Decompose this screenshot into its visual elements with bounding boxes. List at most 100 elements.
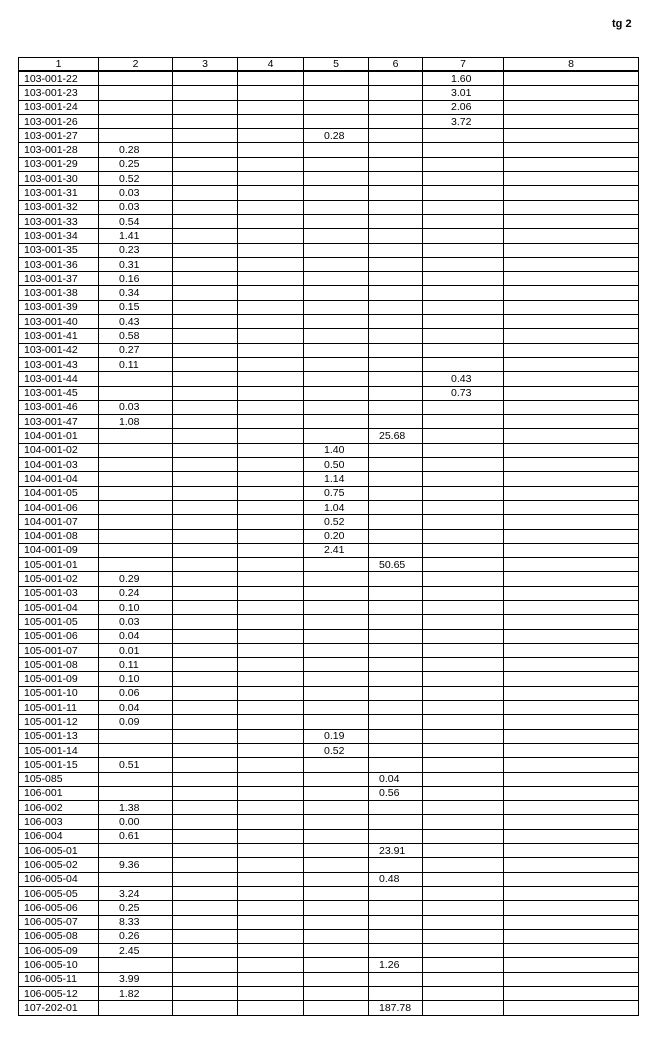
value-cell-col-4 — [237, 985, 304, 1002]
table-row: 106-005-08 0.26 — [18, 928, 639, 945]
value-cell-col-4 — [237, 685, 304, 702]
value-cell-col-6 — [368, 514, 423, 530]
value-cell-col-2: 0.06 — [98, 685, 173, 702]
value-cell-col-4 — [237, 657, 304, 673]
value-cell-col-5 — [303, 800, 369, 816]
row-code-cell: 105-001-07 — [18, 642, 99, 659]
value-cell-col-4 — [237, 356, 304, 373]
value-cell-col-4 — [237, 585, 304, 601]
value-cell-col-6 — [368, 757, 423, 773]
value-cell-col-2 — [98, 557, 173, 573]
value-cell-col-4 — [237, 228, 304, 244]
row-code-cell: 103-001-40 — [18, 314, 99, 330]
value-cell-col-7 — [422, 800, 504, 816]
value-cell-col-8 — [503, 457, 639, 473]
row-code-cell: 103-001-38 — [18, 285, 99, 301]
table-row: 106-003 0.00 — [18, 814, 639, 830]
value-cell-col-6 — [368, 700, 423, 716]
value-cell-col-6 — [368, 285, 423, 301]
value-cell-col-5 — [303, 156, 369, 173]
value-cell-col-6 — [368, 685, 423, 702]
value-cell-col-6 — [368, 457, 423, 473]
value-cell-col-6 — [368, 571, 423, 587]
value-cell-col-5 — [303, 1000, 369, 1016]
value-cell-col-8 — [503, 843, 639, 859]
value-cell-col-3 — [172, 728, 238, 744]
row-code-cell: 105-001-01 — [18, 557, 99, 573]
column-header-5: 5 — [303, 57, 369, 72]
value-cell-col-7 — [422, 943, 504, 959]
value-cell-col-3 — [172, 542, 238, 559]
value-cell-col-5 — [303, 70, 369, 87]
value-cell-col-2: 0.01 — [98, 642, 173, 659]
value-cell-col-8 — [503, 442, 639, 459]
value-cell-col-5 — [303, 328, 369, 344]
table-row: 103-001-29 0.25 — [18, 156, 639, 173]
value-cell-col-4 — [237, 900, 304, 916]
table-row: 103-001-36 0.31 — [18, 256, 639, 273]
value-cell-col-8 — [503, 928, 639, 945]
value-cell-col-8 — [503, 671, 639, 687]
table-row: 106-004 0.61 — [18, 828, 639, 845]
row-code-cell: 105-085 — [18, 771, 99, 787]
row-code-cell: 104-001-02 — [18, 442, 99, 459]
value-cell-col-2: 0.00 — [98, 814, 173, 830]
value-cell-col-3 — [172, 328, 238, 344]
row-code-cell: 105-001-06 — [18, 628, 99, 644]
value-cell-col-2: 0.10 — [98, 671, 173, 687]
table-row: 103-001-44 0.43 — [18, 371, 639, 387]
value-cell-col-6 — [368, 213, 423, 230]
value-cell-col-6 — [368, 128, 423, 144]
value-cell-col-3 — [172, 1000, 238, 1016]
value-cell-col-4 — [237, 914, 304, 930]
value-cell-col-6 — [368, 471, 423, 487]
value-cell-col-2 — [98, 471, 173, 487]
table-row: 103-001-24 2.06 — [18, 99, 639, 115]
value-cell-col-2: 0.31 — [98, 256, 173, 273]
value-cell-col-8 — [503, 528, 639, 544]
column-header-3: 3 — [172, 57, 238, 72]
value-cell-col-6 — [368, 142, 423, 158]
value-cell-col-2: 8.33 — [98, 914, 173, 930]
value-cell-col-4 — [237, 628, 304, 644]
value-cell-col-6 — [368, 628, 423, 644]
value-cell-col-2: 0.28 — [98, 142, 173, 158]
value-cell-col-7 — [422, 528, 504, 544]
table-row: 103-001-35 0.23 — [18, 242, 639, 258]
value-cell-col-2: 0.29 — [98, 571, 173, 587]
row-code-cell: 105-001-14 — [18, 742, 99, 759]
value-cell-col-7: 0.73 — [422, 385, 504, 401]
value-cell-col-4 — [237, 99, 304, 115]
table-row: 106-005-05 3.24 — [18, 885, 639, 902]
table-row: 103-001-39 0.15 — [18, 299, 639, 316]
table-row: 105-001-11 0.04 — [18, 700, 639, 716]
row-code-cell: 105-001-11 — [18, 700, 99, 716]
value-cell-col-4 — [237, 428, 304, 444]
value-cell-col-7 — [422, 928, 504, 945]
value-cell-col-3 — [172, 843, 238, 859]
value-cell-col-5 — [303, 171, 369, 187]
value-cell-col-8 — [503, 471, 639, 487]
value-cell-col-7 — [422, 342, 504, 358]
row-code-cell: 106-005-10 — [18, 957, 99, 973]
value-cell-col-8 — [503, 914, 639, 930]
value-cell-col-4 — [237, 299, 304, 316]
table-row: 104-001-08 0.20 — [18, 528, 639, 544]
value-cell-col-3 — [172, 857, 238, 873]
row-code-cell: 103-001-32 — [18, 199, 99, 215]
value-cell-col-6 — [368, 70, 423, 87]
table-row: 103-001-26 3.72 — [18, 113, 639, 130]
table-row: 103-001-37 0.16 — [18, 271, 639, 287]
value-cell-col-4 — [237, 843, 304, 859]
value-cell-col-2: 0.11 — [98, 657, 173, 673]
value-cell-col-6 — [368, 199, 423, 215]
value-cell-col-2 — [98, 428, 173, 444]
value-cell-col-2 — [98, 528, 173, 544]
value-cell-col-4 — [237, 599, 304, 616]
value-cell-col-3 — [172, 885, 238, 902]
value-cell-col-7 — [422, 599, 504, 616]
value-cell-col-6: 0.04 — [368, 771, 423, 787]
value-cell-col-2 — [98, 871, 173, 887]
value-cell-col-7 — [422, 156, 504, 173]
row-code-cell: 106-005-06 — [18, 900, 99, 916]
